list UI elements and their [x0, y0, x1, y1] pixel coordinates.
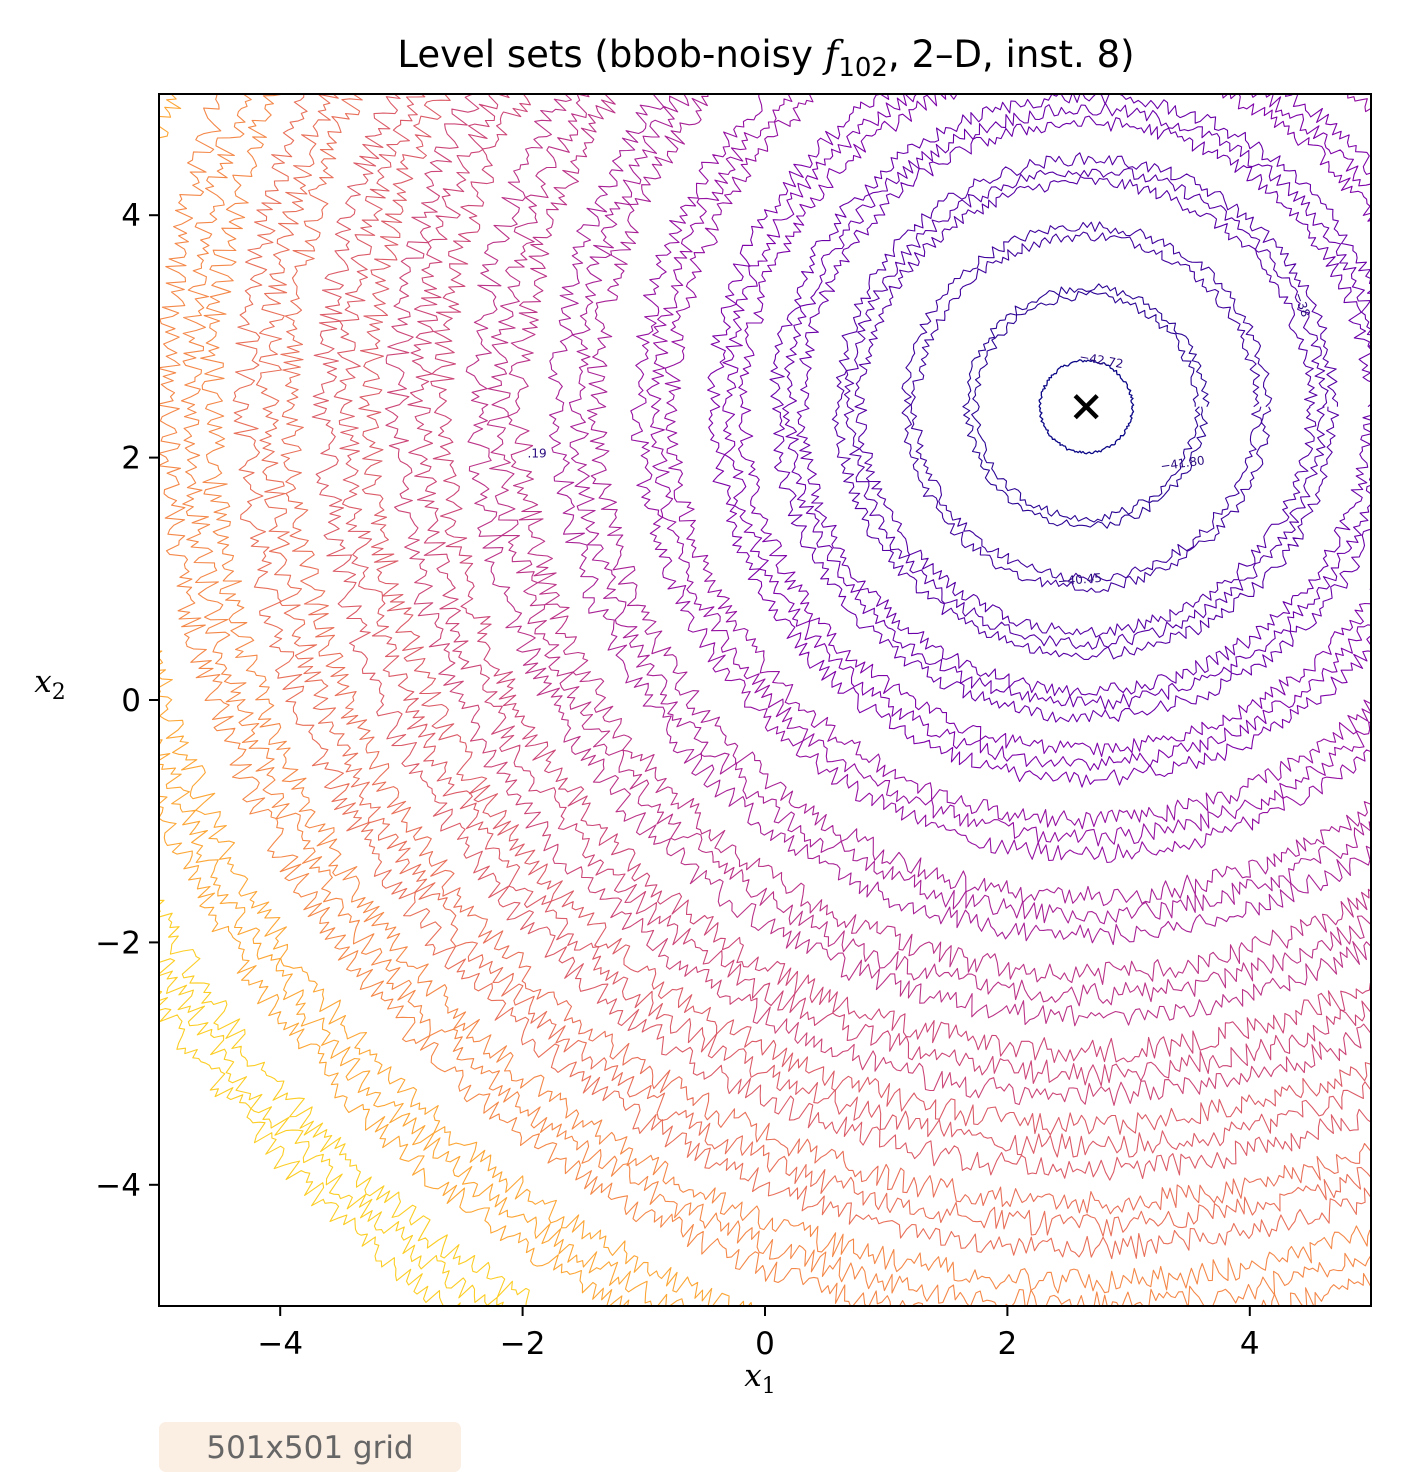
contour-line — [722, 94, 1371, 771]
contour-line — [910, 231, 1263, 584]
contour-line — [280, 94, 1371, 1215]
optimum-marker — [1073, 394, 1099, 420]
contour-line — [782, 102, 1371, 710]
contour-line — [430, 94, 1371, 1064]
y-tick: −2 — [95, 925, 159, 961]
y-tick: 2 — [121, 441, 159, 477]
contour-line — [971, 290, 1201, 523]
y-tick-label: 0 — [121, 683, 141, 719]
contour-level-12 — [232, 94, 1371, 1260]
contour-line — [232, 94, 1371, 1260]
contour-line — [586, 94, 1371, 907]
contour-line — [646, 94, 1371, 847]
contour-line — [180, 94, 1371, 1306]
contour-level-10 — [384, 94, 1371, 1106]
contour-line — [843, 167, 1329, 650]
contour-line — [630, 94, 1371, 864]
contour-line — [962, 283, 1210, 529]
contour-level-3 — [901, 221, 1273, 593]
contour-level-1 — [1038, 359, 1135, 455]
contour-line — [311, 94, 1371, 1181]
contour-line — [796, 115, 1371, 697]
contour-line — [407, 94, 1371, 1087]
x-tick-label: −4 — [257, 1326, 303, 1362]
y-tick-label: 2 — [121, 441, 141, 477]
contour-line — [737, 94, 1371, 758]
x-tick: 4 — [1240, 1306, 1260, 1362]
x-tick: 2 — [998, 1306, 1018, 1362]
contour-line — [200, 94, 1371, 1294]
x-tick-label: 4 — [1240, 1326, 1260, 1362]
contour-line — [486, 94, 1371, 1007]
contour-line — [854, 176, 1318, 638]
y-axis-label: x2 — [34, 664, 65, 705]
y-tick-label: −2 — [95, 925, 141, 961]
contour-value-label: −41.80 — [1160, 453, 1206, 473]
y-tick-label: 4 — [121, 198, 141, 234]
y-tick: −4 — [95, 1168, 159, 1204]
contour-level-13 — [159, 94, 1371, 1306]
contour-line — [548, 94, 1371, 946]
contour-line — [831, 152, 1340, 660]
y-axis-ticks: −4 −2 0 2 4 — [95, 198, 159, 1204]
chart-title: Level sets (bbob-noisy f102, 2–D, inst. … — [397, 33, 1134, 83]
contour-line — [568, 94, 1371, 925]
grid-size-badge: 501x501 grid — [159, 1422, 461, 1472]
x-tick-label: −2 — [500, 1326, 546, 1362]
contour-level-2 — [962, 283, 1210, 529]
contour-line — [333, 94, 1371, 1158]
contour-line — [384, 94, 1371, 1106]
x-tick-label: 0 — [755, 1326, 775, 1362]
contour-line — [707, 94, 1371, 788]
y-tick: 4 — [121, 198, 159, 234]
contour-line — [159, 94, 1371, 1306]
contour-value-label: −40.45 — [1057, 571, 1102, 589]
contour-level-8 — [548, 94, 1371, 946]
contour-level-9 — [465, 94, 1371, 1027]
contour-level-5 — [769, 94, 1371, 723]
contour-line — [507, 94, 1371, 985]
contour-level-7 — [630, 94, 1371, 864]
contour-line — [465, 94, 1371, 1027]
x-tick: 0 — [755, 1306, 775, 1362]
x-tick: −4 — [257, 1306, 303, 1362]
x-axis-label: x1 — [744, 1358, 775, 1399]
contour-level-6 — [707, 94, 1371, 788]
contour-line — [255, 94, 1371, 1237]
x-tick: −2 — [500, 1306, 546, 1362]
grid-size-text: 501x501 grid — [206, 1430, 413, 1466]
x-axis-ticks: −4 −2 0 2 4 — [257, 1306, 1260, 1362]
x-tick-label: 2 — [998, 1326, 1018, 1362]
contour-level-4 — [831, 152, 1340, 660]
contour-line — [358, 94, 1371, 1136]
contour-line — [769, 94, 1371, 723]
y-tick: 0 — [121, 683, 159, 719]
y-tick-label: −4 — [95, 1168, 141, 1204]
contour-line — [1038, 359, 1135, 455]
contour-line — [901, 221, 1273, 593]
contour-line — [664, 94, 1371, 830]
contour-level-11 — [311, 94, 1371, 1181]
plot-area — [159, 94, 1371, 1306]
contour-value-label: .19 — [528, 447, 547, 461]
